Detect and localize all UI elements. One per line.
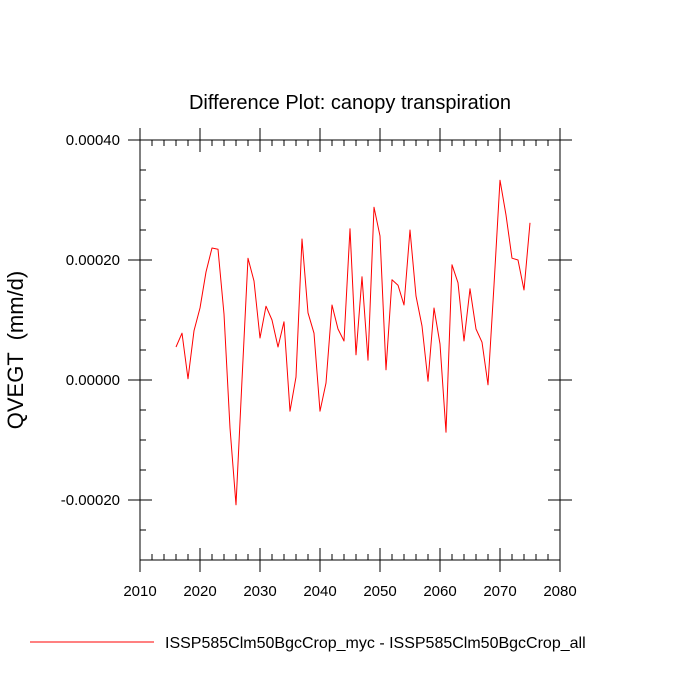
x-tick-label: 2020 [183, 583, 216, 600]
y-tick-labels: -0.00020 0.00000 0.00020 0.00040 [61, 132, 120, 509]
chart-title: Difference Plot: canopy transpiration [189, 92, 511, 114]
plot-frame [139, 139, 561, 561]
y-tick-label: 0.00040 [66, 132, 120, 149]
x-tick-label: 2010 [123, 583, 156, 600]
x-tick-label: 2070 [483, 583, 516, 600]
series-group [175, 179, 531, 506]
x-tick-label: 2050 [363, 583, 396, 600]
y-tick-label: 0.00020 [66, 252, 120, 269]
x-tick-labels: 2010 2020 2030 2040 2050 2060 2070 2080 [123, 583, 576, 600]
y-tick-label: -0.00020 [61, 492, 120, 509]
y-tick-label: 0.00000 [66, 372, 120, 389]
legend-label: ISSP585Clm50BgcCrop_myc - ISSP585Clm50Bg… [165, 635, 586, 652]
x-tick-label: 2080 [543, 583, 576, 600]
series-line [175, 179, 531, 506]
x-tick-label: 2040 [303, 583, 336, 600]
y-axis-label: QVEGT (mm/d) [3, 271, 28, 430]
x-tick-label: 2030 [243, 583, 276, 600]
axis-ticks [128, 128, 572, 572]
x-tick-label: 2060 [423, 583, 456, 600]
